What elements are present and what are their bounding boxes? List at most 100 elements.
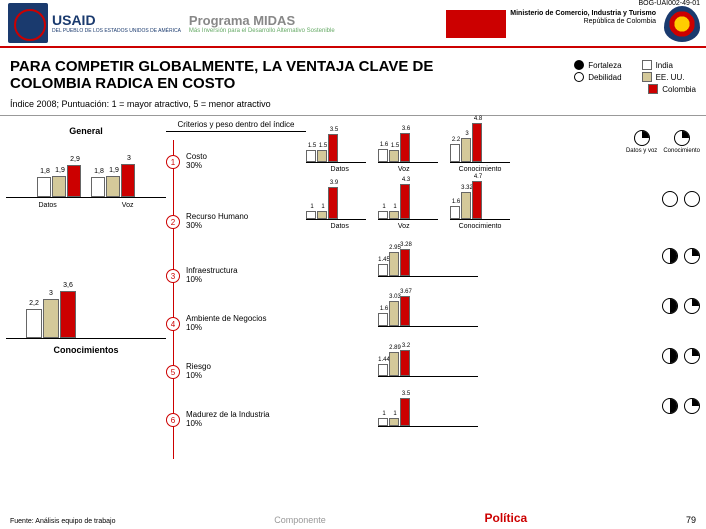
bar: 1,8 bbox=[37, 177, 51, 197]
bar: 3.03 bbox=[389, 301, 399, 325]
footer-source: Fuente: Análisis equipo de trabajo bbox=[10, 518, 115, 525]
right-row: 113.5 bbox=[306, 384, 700, 428]
midas-sub: Más Inversión para el Desarrollo Alterna… bbox=[189, 28, 335, 34]
bar-value: 3,6 bbox=[59, 282, 77, 289]
bar: 1.44 bbox=[378, 364, 388, 376]
bar: 2.89 bbox=[389, 352, 399, 375]
bar: 1.5 bbox=[317, 150, 327, 162]
right-chart-cell: 1.63.033.67 bbox=[378, 285, 478, 327]
bar: 1 bbox=[378, 211, 388, 219]
bar-cluster: 2,2 33,6 bbox=[26, 291, 76, 338]
bar: 3,6 bbox=[60, 291, 76, 338]
bar: 1.6 bbox=[450, 206, 460, 219]
red-accent-box bbox=[446, 10, 506, 38]
pie-indicator bbox=[684, 191, 700, 207]
pie-icon bbox=[684, 398, 700, 414]
mini-bar-group: 113.5 bbox=[378, 385, 478, 427]
pie-icon bbox=[684, 348, 700, 364]
bar-value: 2,2 bbox=[25, 300, 43, 307]
criteria-row: 4Ambiente de Negocios10% bbox=[166, 302, 306, 346]
bar-value: 3 bbox=[42, 290, 60, 297]
bar: 3.6 bbox=[400, 133, 410, 162]
criteria-head: Criterios y peso dentro del índice bbox=[166, 120, 306, 132]
bar-cluster: 1,81,93 bbox=[91, 164, 135, 197]
criteria-text: Madurez de la Industria10% bbox=[186, 411, 270, 429]
right-row: 1.452.953.28 bbox=[306, 234, 700, 278]
pie-indicator bbox=[684, 348, 700, 364]
bar: 3.5 bbox=[328, 134, 338, 162]
right-axis: DatosVozConocimiento bbox=[306, 223, 526, 230]
pie-indicator bbox=[684, 298, 700, 314]
pie-indicator bbox=[662, 348, 678, 364]
criteria-number: 1 bbox=[166, 155, 180, 169]
ministry-line1: Ministerio de Comercio, Industria y Turi… bbox=[510, 10, 656, 18]
mini-bar-group: 1.51.53.5 bbox=[306, 121, 366, 163]
right-charts: 1.63.033.67 bbox=[306, 285, 530, 327]
right-chart-cell: 1.63.324.7 bbox=[450, 178, 510, 220]
criteria-row: 5Riesgo10% bbox=[166, 350, 306, 394]
bar-value: 3 bbox=[120, 155, 138, 162]
criteria-text: Infraestructura10% bbox=[186, 267, 238, 285]
india-swatch bbox=[642, 60, 652, 70]
pie-indicator bbox=[662, 248, 678, 264]
legend: Fortaleza India Debilidad EE. UU. Colomb… bbox=[574, 60, 696, 96]
right-row: 113.9 114.3 1.63.324.7 bbox=[306, 177, 700, 221]
criteria-text: Ambiente de Negocios10% bbox=[186, 315, 267, 333]
right-chart-cell: 1.442.893.2 bbox=[378, 335, 478, 377]
header: USAID DEL PUEBLO DE LOS ESTADOS UNIDOS D… bbox=[0, 0, 706, 48]
pie-indicator bbox=[662, 298, 678, 314]
axis-label: Voz bbox=[398, 166, 410, 173]
usaid-logo-icon bbox=[8, 3, 48, 43]
bar-value: 3.5 bbox=[399, 391, 413, 397]
bar-value: 3.9 bbox=[327, 180, 341, 186]
legend-debilidad: Debilidad bbox=[588, 73, 621, 82]
content: General 1,81,92,91,81,93 DatosVoz 2,233,… bbox=[0, 116, 706, 450]
general-chart: 1,81,92,9 1,81,93 bbox=[6, 138, 166, 198]
right-rows: 1.51.53.5 1.6 1.5 3.6 2.234.8 Datos y vozCono… bbox=[306, 120, 700, 428]
bar: 1.45 bbox=[378, 264, 388, 276]
mini-bar-group: 1.452.953.28 bbox=[378, 235, 478, 277]
usaid-block: USAID DEL PUEBLO DE LOS ESTADOS UNIDOS D… bbox=[0, 3, 181, 43]
mini-bar-group: 113.9 bbox=[306, 178, 366, 220]
bar: 3.28 bbox=[400, 249, 410, 275]
pie-indicator: Datos y voz bbox=[626, 130, 657, 154]
midas-block: Programa MIDAS Más Inversión para el Des… bbox=[189, 13, 335, 34]
page-title: PARA COMPETIR GLOBALMENTE, LA VENTAJA CL… bbox=[10, 58, 440, 93]
right-row: 1.51.53.51.61.53.62.234.8Datos y vozCono… bbox=[306, 120, 700, 164]
criteria-list: 1 Costo30% 2Recurso Humano30% 3 Infraestruct… bbox=[166, 134, 306, 442]
right-chart-cell: 113.9 bbox=[306, 178, 366, 220]
right-chart-cell: 114.3 bbox=[378, 178, 438, 220]
usaid-text: USAID bbox=[52, 12, 181, 28]
criteria-number: 5 bbox=[166, 365, 180, 379]
bar: 3.32 bbox=[461, 192, 471, 219]
right-charts: 1.452.953.28 bbox=[306, 235, 530, 277]
legend-fortaleza: Fortaleza bbox=[588, 61, 621, 70]
right-charts: 113.5 bbox=[306, 385, 530, 427]
pie-icon bbox=[684, 191, 700, 207]
pie-indicator: Conocimiento bbox=[663, 130, 700, 154]
right-row: 1.442.893.2 bbox=[306, 334, 700, 378]
pie-icon bbox=[674, 130, 690, 146]
bar-value: 3.6 bbox=[399, 126, 413, 132]
pie-icon bbox=[662, 398, 678, 414]
pie-indicator bbox=[662, 398, 678, 414]
bar: 1.5 bbox=[306, 150, 316, 162]
bar-value: 3.2 bbox=[399, 343, 413, 349]
bar-value: 3.28 bbox=[399, 242, 413, 248]
bar-value: 3.67 bbox=[399, 289, 413, 295]
legend-eeuu: EE. UU. bbox=[656, 73, 685, 82]
right-chart-cell: 2.234.8 bbox=[450, 121, 510, 163]
pie-indicator bbox=[684, 248, 700, 264]
bar: 2.2 bbox=[450, 144, 460, 162]
axis-label: Datos bbox=[331, 223, 349, 230]
axis-label: Datos bbox=[39, 202, 57, 209]
mini-bar-group: 1.442.893.2 bbox=[378, 335, 478, 377]
bar-cluster: 1,81,92,9 bbox=[37, 165, 81, 197]
bar: 3.9 bbox=[328, 187, 338, 218]
left-column: General 1,81,92,91,81,93 DatosVoz 2,233,… bbox=[6, 120, 166, 446]
criteria-text: Costo30% bbox=[186, 153, 207, 171]
criteria-number: 3 bbox=[166, 269, 180, 283]
colombia-swatch bbox=[648, 84, 658, 94]
pie-icon bbox=[662, 248, 678, 264]
criteria-row: 2Recurso Humano30% bbox=[166, 194, 306, 250]
